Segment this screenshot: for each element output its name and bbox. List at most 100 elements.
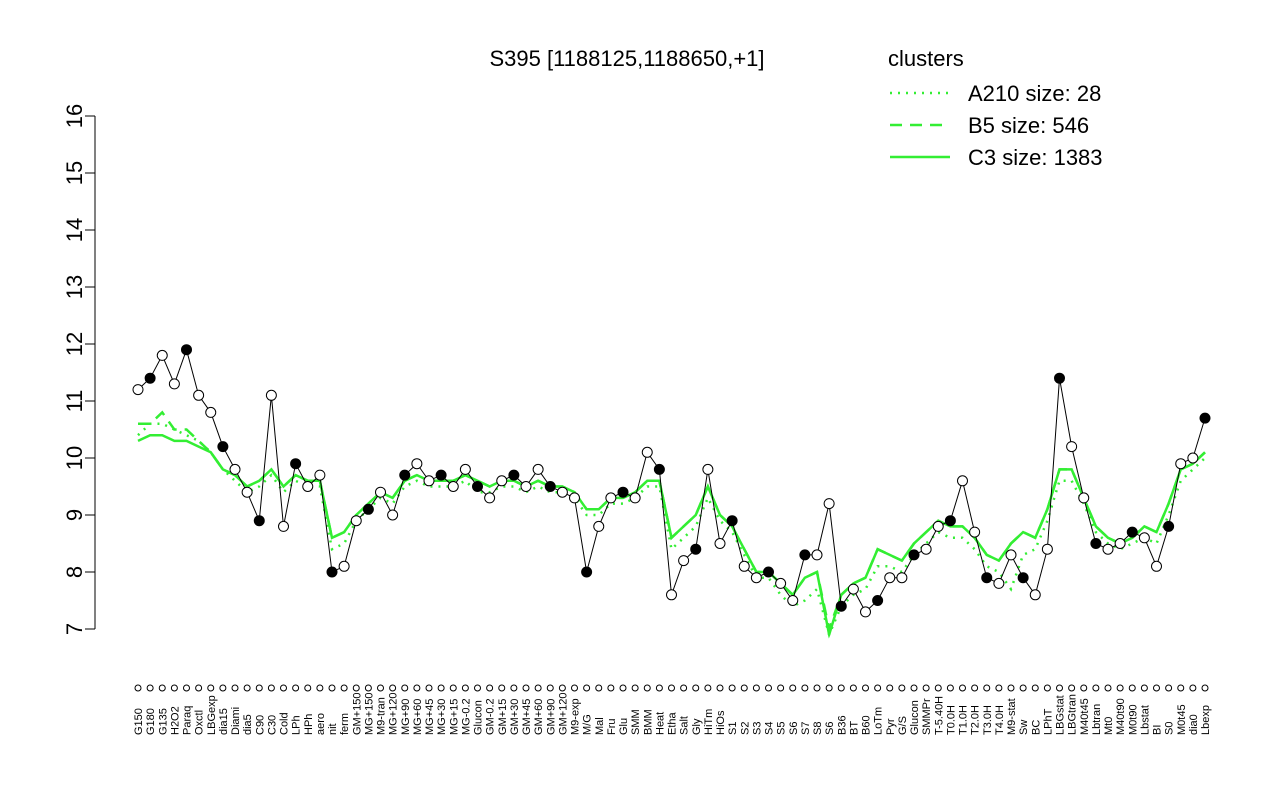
data-point	[375, 486, 386, 498]
x-tick-label: G/S	[897, 716, 909, 735]
x-tick-label: Heat	[654, 712, 666, 735]
y-tick-label: 13	[62, 275, 87, 299]
x-tick-label: MG+150	[363, 693, 375, 736]
data-point	[387, 509, 399, 521]
x-tick-label: LoTm	[873, 707, 885, 735]
x-tick-label: M0t45	[1176, 704, 1188, 735]
data-point	[435, 469, 447, 481]
category-marker	[571, 684, 578, 692]
x-tick-label: M40t45	[1079, 698, 1091, 735]
data-point	[981, 572, 993, 584]
y-tick-label: 11	[62, 390, 87, 413]
x-tick-label: T3.0H	[982, 705, 994, 735]
data-point	[617, 486, 629, 498]
x-tick-label: aero	[315, 713, 327, 735]
x-tick-label: GM+150	[351, 693, 363, 736]
data-point	[920, 543, 932, 555]
data-point	[763, 566, 774, 578]
data-point	[690, 543, 702, 555]
x-tick-label: HPh	[303, 714, 315, 735]
data-point	[678, 555, 690, 567]
category-marker	[352, 684, 360, 692]
x-tick-label: GM+45	[521, 699, 533, 735]
data-point	[993, 577, 1005, 589]
category-marker	[158, 684, 166, 692]
data-point	[860, 606, 871, 618]
data-point	[399, 469, 411, 481]
category-marker	[534, 684, 542, 692]
data-point	[217, 441, 229, 453]
category-marker	[546, 684, 554, 692]
data-point	[205, 406, 217, 418]
x-tick-label: S7	[800, 722, 812, 735]
data-point	[229, 463, 241, 475]
data-point	[872, 595, 884, 606]
data-point	[1163, 520, 1175, 532]
category-marker	[401, 684, 409, 692]
data-point	[447, 481, 459, 492]
category-marker	[510, 684, 518, 692]
category-marker	[934, 684, 942, 692]
y-tick-label: 12	[62, 332, 87, 356]
data-point	[520, 481, 532, 492]
x-tick-label: S3	[751, 722, 763, 735]
legend-label: B5 size: 546	[968, 113, 1089, 138]
category-marker	[340, 684, 348, 692]
category-marker	[558, 684, 566, 692]
x-tick-label: dia5	[242, 714, 254, 735]
cluster-line	[137, 422, 1206, 639]
category-marker	[898, 684, 906, 692]
data-point	[1029, 589, 1041, 601]
data-point	[1041, 543, 1053, 555]
category-marker	[704, 684, 712, 692]
category-marker	[474, 684, 481, 692]
data-point	[532, 463, 544, 475]
category-marker	[1201, 684, 1209, 692]
data-point	[653, 463, 665, 475]
data-point	[411, 458, 423, 470]
x-tick-label: MG+60	[412, 699, 424, 735]
category-marker	[1177, 684, 1185, 692]
legend-title: clusters	[888, 46, 964, 71]
x-tick-label: Glucon	[909, 700, 921, 735]
x-tick-label: S1	[727, 722, 739, 735]
data-point	[423, 475, 435, 487]
data-point	[302, 481, 314, 492]
data-point	[1199, 412, 1211, 424]
y-tick-label: 8	[62, 566, 87, 578]
x-tick-label: BC	[1030, 720, 1042, 735]
y-tick-label: 14	[62, 218, 87, 242]
x-tick-label: T1.0H	[958, 705, 970, 735]
data-point	[253, 515, 265, 527]
x-tick-label: T0.0H	[945, 705, 957, 735]
x-tick-label: MG+15	[448, 699, 460, 735]
category-marker	[389, 684, 397, 692]
data-point	[957, 475, 968, 487]
data-point	[969, 526, 981, 538]
x-tick-label: LBGstat	[1055, 695, 1067, 735]
x-tick-label: G180	[145, 708, 157, 735]
data-point	[132, 384, 144, 396]
x-tick-label: Glucon	[473, 700, 485, 735]
category-marker	[231, 684, 239, 692]
data-point	[750, 572, 762, 584]
data-point	[581, 566, 593, 578]
x-tick-label: G150	[133, 708, 145, 735]
category-marker	[825, 684, 833, 692]
data-point	[605, 492, 617, 504]
x-tick-label: S2	[739, 722, 751, 735]
category-marker	[789, 684, 797, 692]
category-marker	[837, 684, 845, 692]
category-marker	[304, 684, 312, 692]
x-tick-label: MG+30	[436, 699, 448, 735]
category-marker	[1116, 684, 1124, 692]
x-tick-label: M0t90	[1127, 704, 1139, 735]
x-tick-label: Cold	[279, 712, 291, 735]
x-tick-label: Lbexp	[1200, 705, 1212, 735]
data-point	[726, 515, 738, 527]
category-marker	[1019, 684, 1027, 692]
data-point	[787, 595, 799, 606]
x-tick-label: MG+90	[400, 699, 412, 735]
category-marker	[195, 684, 203, 692]
